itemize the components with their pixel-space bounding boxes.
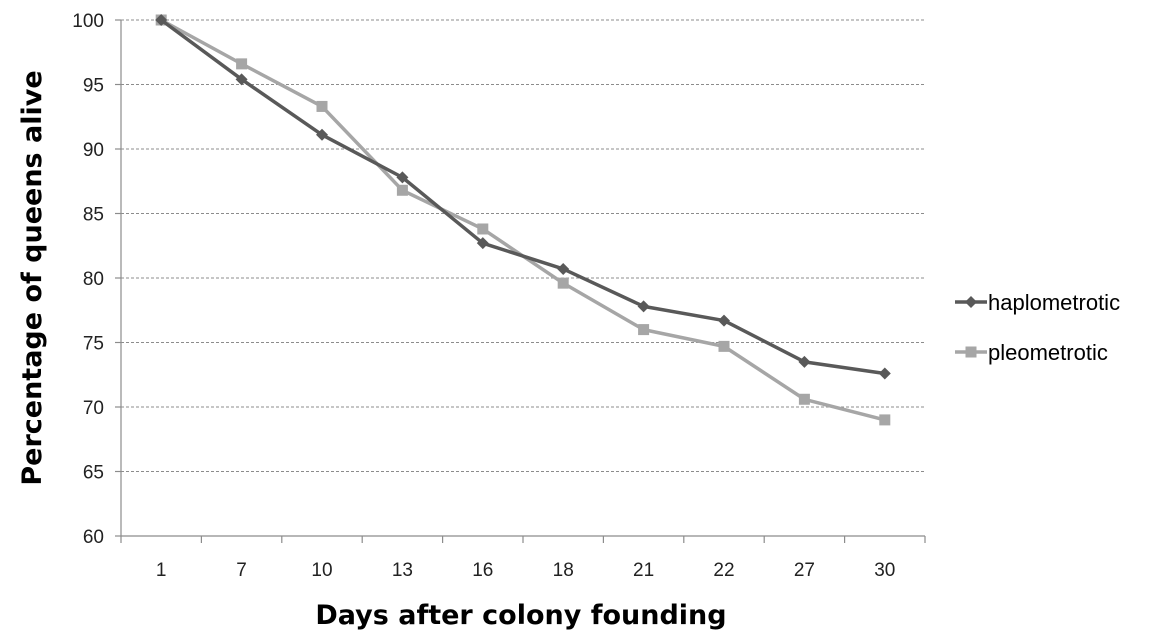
data-point-haplometrotic xyxy=(798,355,811,368)
y-axis-title: Percentage of queens alive xyxy=(17,70,48,485)
data-point-haplometrotic xyxy=(316,128,328,141)
data-point-haplometrotic xyxy=(155,14,168,26)
y-tick-label: 75 xyxy=(83,334,104,355)
legend-item-haplometrotic: haplometrotic xyxy=(955,290,1120,315)
y-tick-label: 85 xyxy=(83,205,104,226)
legend-label: haplometrotic xyxy=(988,290,1120,315)
data-point-haplometrotic xyxy=(476,237,489,250)
y-tick-label: 70 xyxy=(83,398,104,419)
data-point-pleometrotic xyxy=(557,277,569,289)
x-tick-label: 16 xyxy=(472,560,493,581)
legend-marker xyxy=(965,346,977,358)
y-tick-label: 80 xyxy=(83,269,104,290)
x-tick-label: 7 xyxy=(236,560,247,581)
legend-label: pleometrotic xyxy=(988,340,1108,365)
x-tick-label: 21 xyxy=(633,560,654,581)
x-tick-label: 13 xyxy=(392,560,413,581)
x-tick-label: 30 xyxy=(874,560,895,581)
x-axis-title: Days after colony founding xyxy=(315,600,726,631)
x-tick-label: 1 xyxy=(156,560,167,581)
data-point-pleometrotic xyxy=(396,184,408,196)
legend-item-pleometrotic: pleometrotic xyxy=(955,340,1108,365)
x-tick-label: 22 xyxy=(713,560,734,581)
data-point-haplometrotic xyxy=(235,73,248,86)
data-point-haplometrotic xyxy=(637,300,650,313)
x-tick-label: 27 xyxy=(794,560,815,581)
y-tick-label: 95 xyxy=(83,76,104,97)
gridlines xyxy=(121,19,925,472)
x-tick-label: 10 xyxy=(311,560,332,581)
series-haplometrotic xyxy=(155,14,891,380)
series-pleometrotic xyxy=(155,14,891,426)
legend: haplometrotic pleometrotic xyxy=(955,290,1120,365)
data-point-haplometrotic xyxy=(718,314,730,327)
x-tick-label: 18 xyxy=(553,560,574,581)
y-tick-label: 90 xyxy=(83,140,104,161)
data-point-pleometrotic xyxy=(477,223,489,235)
series xyxy=(155,14,891,426)
series-line-haplometrotic xyxy=(160,18,886,376)
data-point-haplometrotic xyxy=(396,171,409,184)
y-tick-label: 65 xyxy=(83,463,104,484)
axes: 60 65 70 75 80 85 90 95 100 1 7 10 13 16 18 21 22 27 30 xyxy=(72,11,926,581)
data-point-pleometrotic xyxy=(236,58,248,70)
data-point-pleometrotic xyxy=(638,324,650,336)
data-point-haplometrotic xyxy=(878,367,891,380)
data-point-pleometrotic xyxy=(316,100,328,112)
series-line-pleometrotic xyxy=(160,18,886,422)
data-point-pleometrotic xyxy=(879,414,891,426)
y-tick-label: 60 xyxy=(83,527,104,548)
legend-marker xyxy=(965,296,977,308)
data-point-pleometrotic xyxy=(718,340,730,352)
y-tick-label: 100 xyxy=(72,11,104,32)
data-point-haplometrotic xyxy=(557,262,570,275)
data-point-pleometrotic xyxy=(798,393,810,405)
